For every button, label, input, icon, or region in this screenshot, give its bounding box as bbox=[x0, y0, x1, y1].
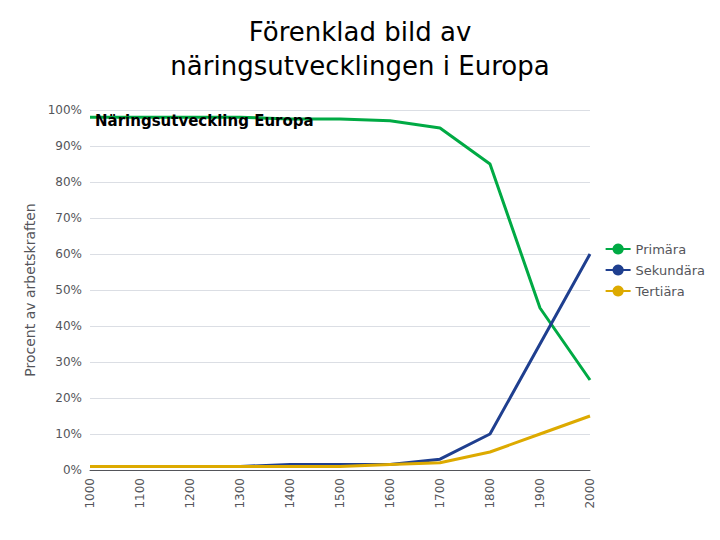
svg-text:100%: 100% bbox=[48, 103, 82, 117]
svg-text:1900: 1900 bbox=[533, 478, 547, 509]
svg-text:90%: 90% bbox=[55, 139, 82, 153]
svg-text:1400: 1400 bbox=[283, 478, 297, 509]
svg-text:70%: 70% bbox=[55, 211, 82, 225]
svg-text:0%: 0% bbox=[63, 463, 82, 477]
svg-text:Näringsutveckling Europa: Näringsutveckling Europa bbox=[95, 112, 314, 130]
svg-text:1500: 1500 bbox=[333, 478, 347, 509]
svg-text:1100: 1100 bbox=[133, 478, 147, 509]
svg-text:Förenklad bild av: Förenklad bild av bbox=[249, 17, 472, 47]
svg-text:80%: 80% bbox=[55, 175, 82, 189]
svg-text:Procent av arbetskraften: Procent av arbetskraften bbox=[22, 203, 38, 376]
svg-text:2000: 2000 bbox=[583, 478, 597, 509]
svg-text:1800: 1800 bbox=[483, 478, 497, 509]
svg-text:Sekundära: Sekundära bbox=[636, 263, 705, 278]
svg-text:1200: 1200 bbox=[183, 478, 197, 509]
svg-text:Primära: Primära bbox=[636, 242, 687, 257]
svg-text:1600: 1600 bbox=[383, 478, 397, 509]
svg-text:30%: 30% bbox=[55, 355, 82, 369]
svg-text:1700: 1700 bbox=[433, 478, 447, 509]
svg-text:Tertiära: Tertiära bbox=[635, 284, 685, 299]
svg-text:40%: 40% bbox=[55, 319, 82, 333]
svg-text:10%: 10% bbox=[55, 427, 82, 441]
svg-text:näringsutvecklingen i Europa: näringsutvecklingen i Europa bbox=[170, 51, 549, 81]
svg-text:50%: 50% bbox=[55, 283, 82, 297]
svg-text:1300: 1300 bbox=[233, 478, 247, 509]
svg-text:60%: 60% bbox=[55, 247, 82, 261]
svg-text:20%: 20% bbox=[55, 391, 82, 405]
svg-text:1000: 1000 bbox=[83, 478, 97, 509]
